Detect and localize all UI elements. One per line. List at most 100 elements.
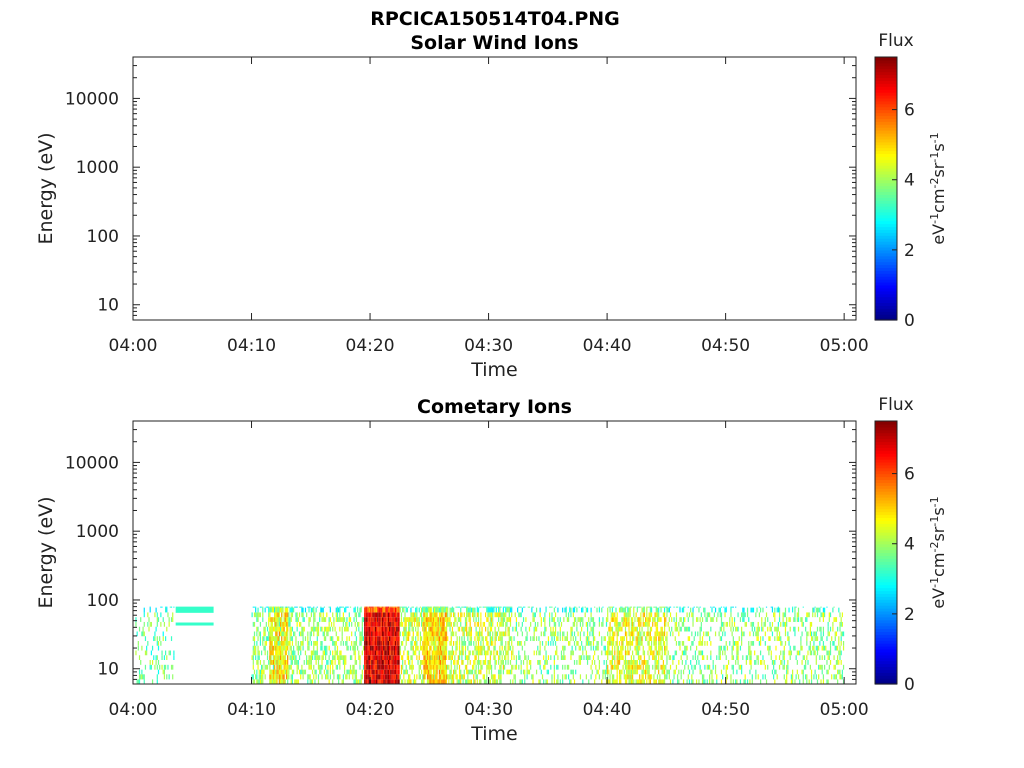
- spectrogram-cell: [335, 650, 337, 656]
- spectrogram-cell: [479, 631, 481, 637]
- spectrogram-cell: [761, 659, 763, 665]
- spectrogram-cell: [445, 606, 448, 608]
- spectrogram-cell: [389, 621, 391, 627]
- spectrogram-cell: [480, 669, 482, 675]
- spectrogram-cell: [474, 636, 476, 642]
- spectrogram-cell: [658, 612, 660, 618]
- spectrogram-cell: [626, 659, 628, 665]
- spectrogram-cell: [566, 664, 568, 670]
- spectrogram-cell: [343, 626, 346, 632]
- spectrogram-cell: [432, 612, 435, 618]
- spectrogram-cell: [789, 650, 791, 656]
- spectrogram-cell: [251, 655, 253, 660]
- spectrogram-cell: [287, 659, 289, 665]
- spectrogram-cell: [783, 655, 785, 660]
- spectrogram-cell: [281, 606, 283, 608]
- spectrogram-cell: [742, 612, 744, 618]
- spectrogram-cell: [391, 607, 393, 613]
- spectrogram-cell: [777, 626, 779, 632]
- spectrogram-cell: [501, 621, 503, 627]
- spectrogram-cell: [365, 626, 367, 632]
- spectrogram-cell: [463, 674, 465, 680]
- spectrogram-cell: [539, 645, 541, 651]
- spectrogram-cell: [259, 669, 262, 675]
- spectrogram-cell: [336, 655, 339, 660]
- spectrogram-cell: [663, 607, 666, 613]
- spectrogram-cell: [759, 636, 762, 642]
- spectrogram-cell: [647, 659, 649, 665]
- spectrogram-cell: [754, 659, 756, 665]
- spectrogram-cell: [296, 679, 298, 684]
- spectrogram-cell: [519, 612, 521, 618]
- spectrogram-cell: [441, 645, 443, 651]
- spectrogram-cell: [614, 664, 616, 670]
- spectrogram-cell: [466, 621, 468, 627]
- colorbar-segment: [875, 567, 897, 571]
- spectrogram-cell: [284, 669, 286, 675]
- spectrogram-cell: [462, 679, 464, 684]
- spectrogram-cell: [642, 606, 644, 608]
- spectrogram-cell: [428, 631, 430, 637]
- spectrogram-cell: [819, 664, 821, 670]
- spectrogram-cell: [364, 674, 366, 680]
- spectrogram-cell: [780, 636, 782, 642]
- colorbar-segment: [875, 610, 897, 615]
- spectrogram-cell: [441, 626, 443, 632]
- spectrogram-cell: [765, 612, 768, 618]
- spectrogram-cell: [757, 655, 759, 660]
- spectrogram-cell: [400, 669, 403, 675]
- spectrogram-cell: [278, 674, 280, 680]
- spectrogram-cell: [342, 612, 344, 618]
- spectrogram-cell: [411, 606, 413, 608]
- spectrogram-cell: [806, 617, 808, 622]
- spectrogram-cell: [285, 621, 288, 627]
- spectrogram-cell: [503, 612, 506, 618]
- spectrogram-cell: [372, 607, 374, 613]
- spectrogram-cell: [334, 645, 336, 651]
- spectrogram-cell: [361, 621, 363, 627]
- spectrogram-cell: [768, 650, 770, 656]
- spectrogram-cell: [387, 659, 390, 665]
- spectrogram-cell: [262, 679, 264, 684]
- spectrogram-cell: [263, 631, 265, 637]
- spectrogram-cell: [391, 664, 393, 670]
- spectrogram-cell: [569, 607, 571, 613]
- spectrogram-cell: [725, 669, 727, 675]
- spectrogram-cell: [310, 631, 312, 637]
- spectrogram-cell: [392, 606, 394, 608]
- spectrogram-cell: [748, 650, 750, 656]
- spectrogram-cell: [407, 636, 410, 642]
- spectrogram-cell: [591, 631, 593, 637]
- colorbar-label-exponent: -1: [928, 516, 941, 527]
- spectrogram-cell: [554, 641, 557, 646]
- spectrogram-cell: [648, 669, 650, 675]
- spectrogram-cell: [630, 655, 633, 660]
- spectrogram-cell: [416, 621, 418, 627]
- spectrogram-cell: [498, 626, 500, 632]
- colorbar-segment: [875, 482, 897, 486]
- spectrogram-cell: [421, 636, 423, 642]
- spectrogram-cell: [279, 626, 282, 632]
- spectrogram-cell: [650, 607, 653, 613]
- spectrogram-cell: [480, 606, 482, 608]
- colorbar-segment: [875, 602, 897, 606]
- spectrogram-cell: [357, 645, 359, 651]
- spectrogram-cell: [663, 650, 666, 656]
- spectrogram-cell: [511, 612, 513, 618]
- spectrogram-cell: [278, 664, 280, 670]
- spectrogram-cell: [283, 636, 285, 642]
- spectrogram-cell: [716, 655, 718, 660]
- spectrogram-cell: [714, 669, 717, 675]
- spectrogram-cell: [460, 621, 462, 627]
- spectrogram-cell: [366, 669, 368, 675]
- spectrogram-cell: [565, 607, 567, 613]
- spectrogram-cell: [364, 621, 366, 627]
- spectrogram-cell: [294, 631, 296, 637]
- spectrogram-cell: [507, 650, 509, 656]
- spectrogram-cell: [345, 674, 347, 680]
- spectrogram-cell: [442, 650, 444, 656]
- spectrogram-cell: [666, 631, 668, 637]
- spectrogram-cell: [375, 626, 378, 632]
- spectrogram-cell: [142, 626, 144, 632]
- spectrogram-cell: [752, 641, 755, 646]
